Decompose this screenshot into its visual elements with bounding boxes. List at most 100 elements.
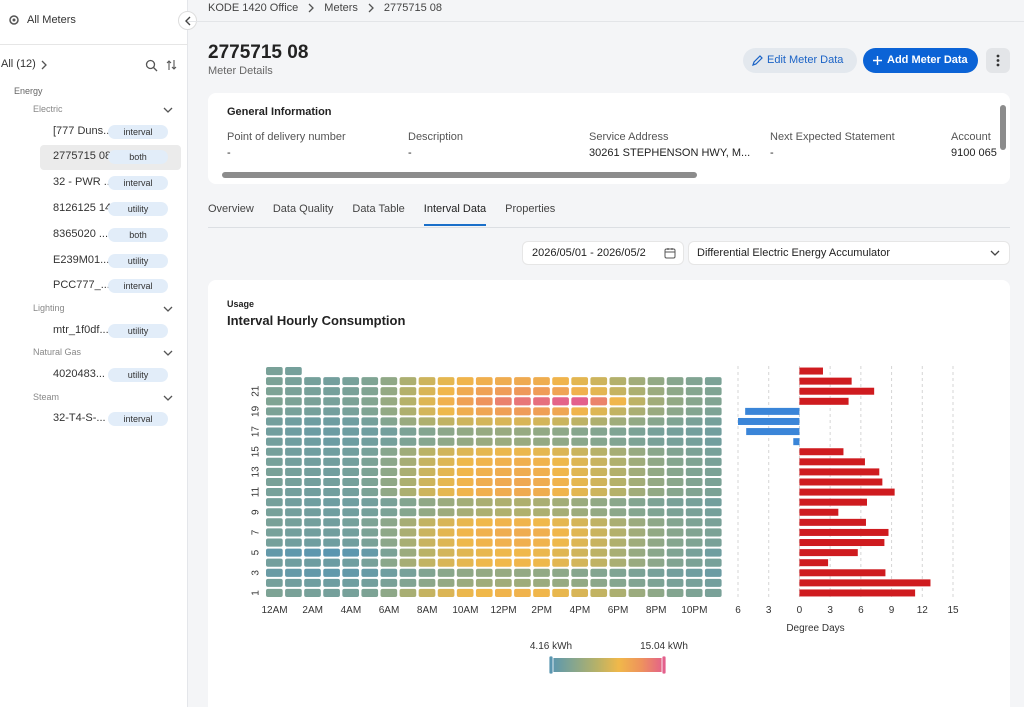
heat-cell (533, 558, 550, 567)
chevron[interactable] (163, 348, 173, 358)
heat-cell (666, 488, 684, 497)
heat-cell (609, 528, 627, 537)
tab[interactable]: Properties (505, 203, 556, 215)
subgroup-label[interactable]: Electric (33, 104, 63, 114)
heat-cell (266, 518, 283, 527)
heat-cell (342, 417, 360, 426)
heat-cell (323, 518, 340, 527)
heat-cell (418, 467, 436, 476)
meter-name[interactable]: 4020483... (53, 367, 105, 380)
heat-cell (266, 508, 283, 517)
heat-cell (361, 437, 379, 446)
bar (799, 579, 931, 587)
field-label: Description (408, 131, 464, 143)
heat-cell (475, 437, 493, 446)
subgroup-label[interactable]: Natural Gas (33, 347, 82, 358)
heat-cell (380, 397, 398, 406)
meter-name[interactable]: 8126125 14 (53, 201, 112, 214)
more-button[interactable] (986, 48, 1010, 73)
heat-cell (685, 417, 703, 426)
heat-cell (342, 568, 360, 577)
meter-name[interactable]: 32-T4-S-... (53, 412, 106, 425)
tab[interactable]: Data Quality (272, 203, 334, 215)
chevron-left (185, 16, 191, 26)
chevron[interactable] (163, 393, 173, 403)
heat-cell (609, 568, 627, 577)
heat-cell (437, 568, 455, 577)
heat-cell (666, 498, 684, 507)
tab[interactable]: Interval Data (423, 203, 487, 226)
heat-cell (380, 387, 398, 396)
meter-name[interactable]: 32 - PWR ... (53, 176, 113, 189)
x-tick-label: 4AM (341, 605, 362, 616)
heat-cell (704, 457, 722, 466)
search-icon[interactable] (145, 59, 158, 72)
heat-cell (361, 477, 379, 487)
heat-cell (609, 397, 627, 406)
heat-cell (666, 427, 684, 436)
chevron[interactable] (163, 105, 173, 115)
chevron-right[interactable] (40, 60, 48, 70)
heat-cell (514, 447, 531, 456)
heat-cell (456, 437, 474, 446)
subgroup-label[interactable]: Steam (33, 391, 60, 402)
heat-cell (628, 508, 646, 517)
meter-name[interactable]: 8365020 ... (53, 227, 109, 240)
heat-cell (514, 437, 531, 446)
heat-cell (685, 457, 703, 466)
sort-icon[interactable] (166, 59, 177, 71)
heat-cell (323, 488, 340, 497)
heat-cell (590, 568, 608, 577)
heat-cell (590, 397, 608, 406)
heat-cell (609, 558, 627, 567)
date-picker[interactable]: 2026/05/01 - 2026/05/2 (522, 241, 684, 265)
chevron[interactable] (366, 3, 376, 13)
meter-name[interactable]: 2775715 08 (53, 150, 112, 163)
heat-cell (475, 447, 493, 456)
heat-cell (342, 467, 360, 476)
chevron[interactable] (306, 3, 316, 13)
heat-cell (685, 508, 703, 517)
measure-select[interactable]: Differential Electric Energy Accumulator (688, 241, 1010, 265)
heat-cell (704, 498, 722, 507)
breadcrumb-item[interactable]: KODE 1420 Office (208, 2, 299, 14)
tab[interactable]: Data Table (352, 203, 405, 215)
heat-cell (666, 447, 684, 456)
chevron[interactable] (163, 304, 173, 314)
tab[interactable]: Overview (208, 203, 254, 215)
edit-button[interactable]: Edit Meter Data (743, 48, 857, 73)
meter-name[interactable]: PCC777_... (53, 279, 110, 292)
chevron-line (163, 306, 173, 313)
heat-cell (647, 488, 665, 497)
heat-cell (628, 457, 646, 466)
heat-cell (342, 397, 360, 406)
meter-name[interactable]: mtr_1f0df... (53, 323, 109, 336)
v-scrollbar[interactable] (1000, 105, 1006, 150)
heat-cell (647, 528, 665, 537)
heat-cell (704, 528, 722, 537)
heat-cell (647, 558, 665, 567)
heat-cell (552, 548, 569, 557)
heat-cell (361, 518, 379, 527)
heat-cell (361, 548, 379, 557)
calendar-icon (664, 248, 676, 259)
heat-cell (571, 548, 589, 557)
breadcrumb-item[interactable]: 2775715 08 (383, 2, 443, 14)
heat-cell (571, 558, 589, 567)
breadcrumb: KODE 1420 Office Meters 2775715 08 (208, 2, 442, 14)
filter[interactable]: All (12) (1, 58, 36, 70)
heat-cell (399, 518, 417, 527)
heat-cell (380, 407, 398, 416)
heat-cell (304, 417, 321, 426)
add-button[interactable]: Add Meter Data (863, 48, 978, 73)
heat-cell (495, 417, 512, 426)
x-tick-label: 6PM (608, 605, 629, 616)
breadcrumb-item[interactable]: Meters (324, 2, 358, 14)
heat-cell (533, 548, 550, 557)
meter-name[interactable]: [777 Duns... (53, 124, 113, 137)
subgroup-label[interactable]: Lighting (33, 303, 65, 314)
h-scrollbar[interactable] (222, 172, 697, 178)
sidebar-title[interactable]: All Meters (27, 14, 76, 26)
collapse-button[interactable] (178, 11, 197, 30)
meter-name[interactable]: E239M01... (53, 253, 110, 266)
